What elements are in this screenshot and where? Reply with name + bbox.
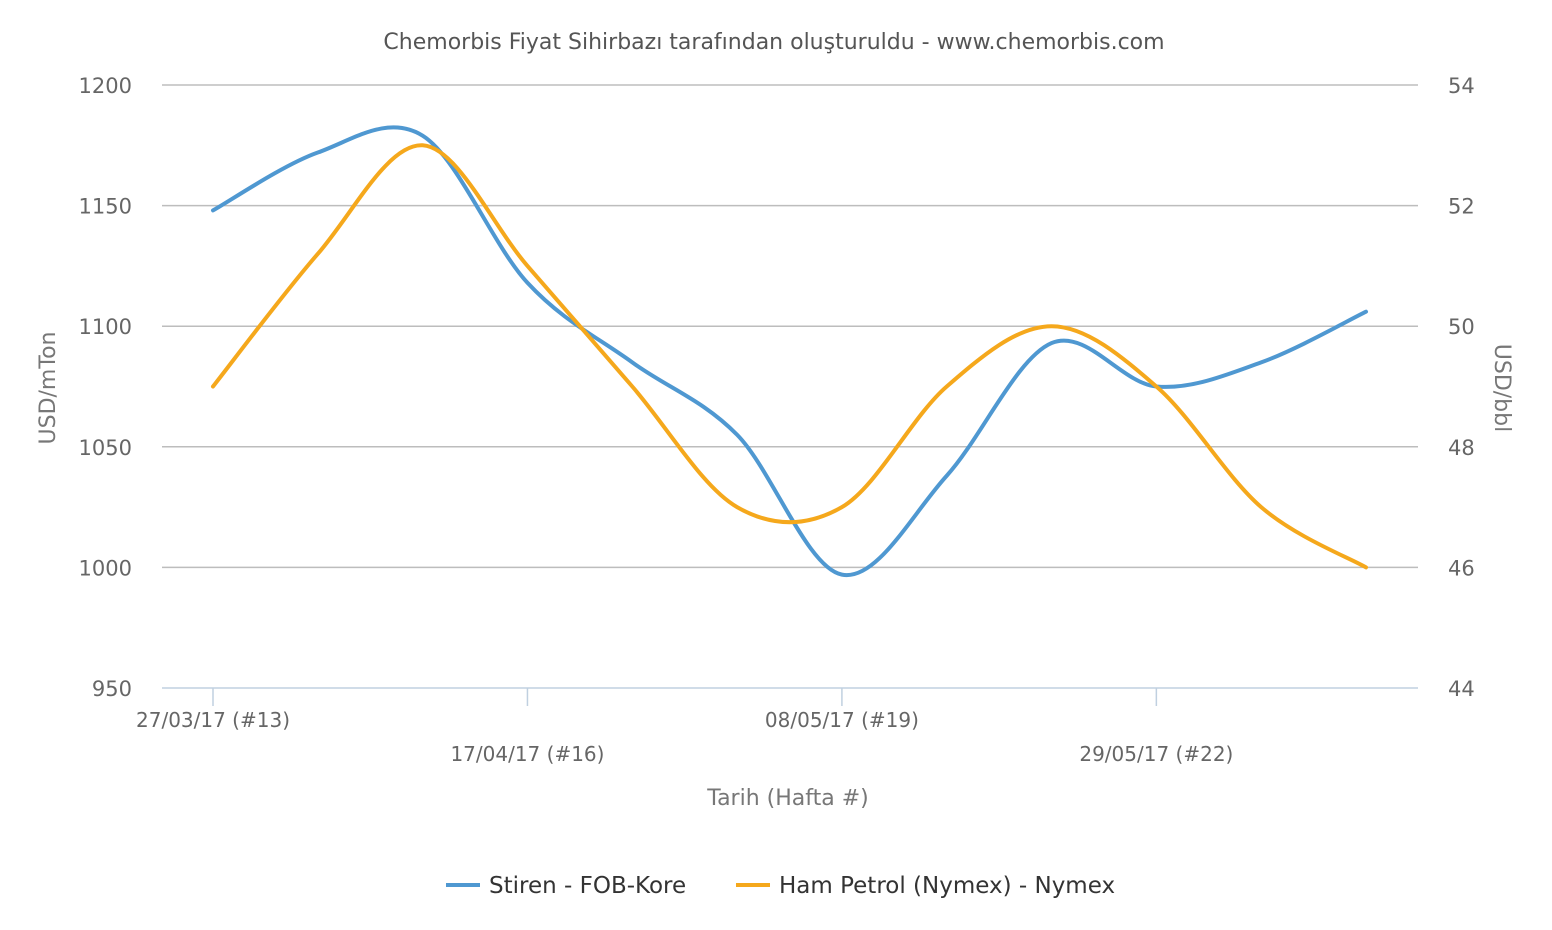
- series-layer: [211, 125, 1368, 577]
- x-axis-tick-label: 08/05/17 (#19): [765, 708, 919, 732]
- legend: Stiren - FOB-Kore Ham Petrol (Nymex) - N…: [446, 873, 1115, 899]
- legend-label-stiren: Stiren - FOB-Kore: [489, 873, 686, 899]
- left-axis-tick-label: 1200: [79, 74, 132, 98]
- x-axis-title: Tarih (Hafta #): [706, 786, 868, 811]
- left-axis-tick-label: 950: [92, 677, 132, 701]
- left-axis-ticks: 1200 1150 1100 1050 1000 950: [79, 74, 132, 701]
- left-axis-tick-label: 1000: [79, 556, 132, 580]
- right-axis-ticks: 54 52 50 48 46 44: [1448, 74, 1475, 701]
- left-axis-title: USD/mTon: [36, 332, 61, 445]
- legend-label-ham-petrol: Ham Petrol (Nymex) - Nymex: [779, 873, 1115, 899]
- legend-item-ham-petrol[interactable]: Ham Petrol (Nymex) - Nymex: [736, 873, 1115, 899]
- right-axis-tick-label: 46: [1448, 556, 1475, 580]
- series-line-stiren[interactable]: [211, 125, 1368, 577]
- right-axis-tick-label: 44: [1448, 677, 1475, 701]
- x-axis-tick-label: 17/04/17 (#16): [450, 742, 604, 766]
- chart-title: Chemorbis Fiyat Sihirbazı tarafından olu…: [383, 30, 1164, 55]
- grid-layer: [162, 84, 1418, 569]
- right-axis-title: USD/bbl: [1489, 344, 1514, 432]
- x-axis-tick-label: 29/05/17 (#22): [1079, 742, 1233, 766]
- right-axis-tick-label: 52: [1448, 195, 1475, 219]
- legend-item-stiren[interactable]: Stiren - FOB-Kore: [446, 873, 686, 899]
- x-axis-tick-label: 27/03/17 (#13): [136, 708, 290, 732]
- left-axis-tick-label: 1100: [79, 315, 132, 339]
- series-line-ham-petrol[interactable]: [211, 143, 1368, 570]
- right-axis-tick-label: 50: [1448, 315, 1475, 339]
- left-axis-tick-label: 1150: [79, 195, 132, 219]
- right-axis-tick-label: 48: [1448, 436, 1475, 460]
- left-axis-tick-label: 1050: [79, 436, 132, 460]
- x-axis-ticks: 27/03/17 (#13) 17/04/17 (#16) 08/05/17 (#1…: [136, 688, 1233, 766]
- right-axis-tick-label: 54: [1448, 74, 1475, 98]
